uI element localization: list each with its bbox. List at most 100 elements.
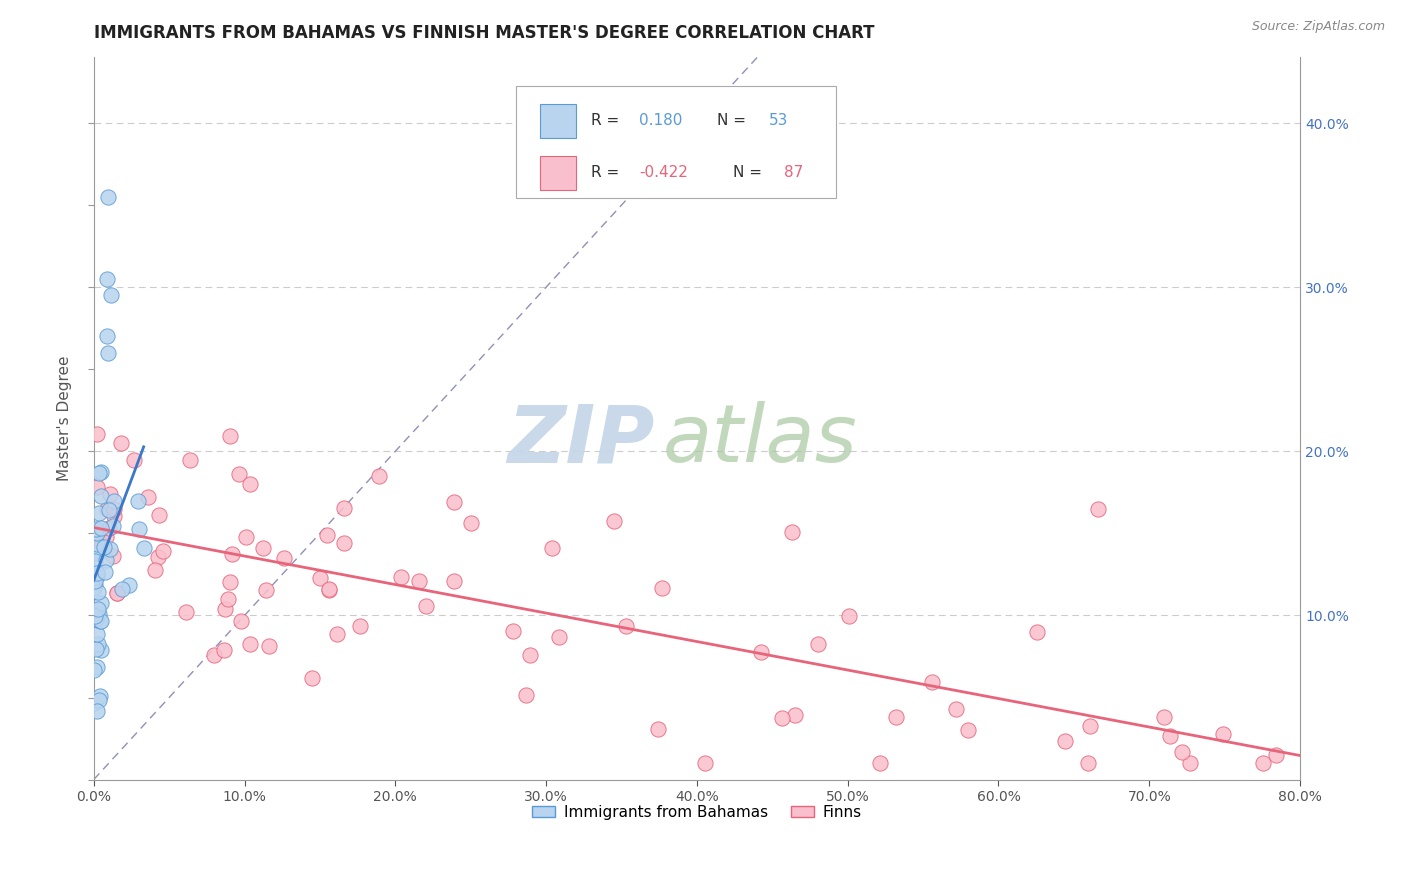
Point <box>332 501 354 516</box>
Point <box>100 288 122 302</box>
Point <box>408 574 430 589</box>
Point <box>83 581 105 595</box>
Point <box>87 637 110 651</box>
Point <box>1087 501 1109 516</box>
Point <box>86 524 108 539</box>
Point <box>90 488 112 502</box>
Point <box>884 709 907 723</box>
Point <box>869 756 891 771</box>
Point <box>239 477 262 491</box>
Point <box>90 642 112 657</box>
Point <box>89 614 111 628</box>
Text: Source: ZipAtlas.com: Source: ZipAtlas.com <box>1251 20 1385 33</box>
Point <box>770 711 793 725</box>
Text: N =: N = <box>717 113 751 128</box>
Point <box>228 467 250 481</box>
Point <box>259 639 281 653</box>
FancyBboxPatch shape <box>540 103 576 138</box>
Point <box>693 756 716 771</box>
Point <box>783 708 806 723</box>
Point <box>219 575 242 590</box>
Point <box>89 693 111 707</box>
Point <box>96 329 118 343</box>
Point <box>87 528 110 542</box>
Point <box>751 644 773 658</box>
Point <box>217 592 239 607</box>
Text: ZIP: ZIP <box>508 401 655 479</box>
Point <box>460 516 482 531</box>
Point <box>239 637 262 651</box>
Point <box>97 190 120 204</box>
Point <box>349 619 371 633</box>
Point <box>86 480 108 494</box>
Point <box>1180 756 1202 771</box>
Point <box>333 536 356 550</box>
Point <box>254 582 277 597</box>
Point <box>89 466 111 480</box>
Point <box>1078 718 1101 732</box>
Point <box>84 554 107 568</box>
Point <box>83 663 105 677</box>
Point <box>212 643 235 657</box>
Point <box>1159 729 1181 743</box>
Point <box>98 487 121 501</box>
Point <box>1251 756 1274 771</box>
Point <box>86 427 108 442</box>
Point <box>97 520 120 534</box>
Point <box>541 541 564 555</box>
Point <box>87 585 110 599</box>
Point <box>519 648 541 663</box>
Point <box>273 551 295 566</box>
Text: 87: 87 <box>783 165 803 180</box>
Point <box>103 494 125 508</box>
Point <box>132 541 155 555</box>
Point <box>90 465 112 479</box>
Point <box>83 574 105 589</box>
Point <box>103 502 125 516</box>
Point <box>547 631 569 645</box>
Point <box>105 586 128 600</box>
Point <box>252 541 274 555</box>
Point <box>127 494 149 508</box>
Point <box>86 567 108 582</box>
Point <box>90 521 112 535</box>
Point <box>146 549 169 564</box>
Point <box>318 582 340 597</box>
Point <box>202 648 225 662</box>
Point <box>647 723 669 737</box>
Point <box>87 607 110 621</box>
Y-axis label: Master's Degree: Master's Degree <box>58 356 72 482</box>
Point <box>318 583 340 598</box>
Point <box>316 528 339 542</box>
Point <box>98 542 121 557</box>
Point <box>86 627 108 641</box>
Point <box>96 501 118 516</box>
Point <box>96 530 118 544</box>
Point <box>807 637 830 651</box>
Point <box>389 570 412 584</box>
Point <box>502 624 524 639</box>
Point <box>86 659 108 673</box>
Text: R =: R = <box>591 165 624 180</box>
Point <box>86 522 108 536</box>
Point <box>94 565 117 579</box>
Text: N =: N = <box>733 165 766 180</box>
Point <box>921 674 943 689</box>
Point <box>515 688 537 702</box>
Point <box>86 537 108 551</box>
Point <box>326 627 349 641</box>
Point <box>90 596 112 610</box>
Point <box>1171 745 1194 759</box>
Point <box>105 585 128 599</box>
Text: atlas: atlas <box>664 401 858 479</box>
Legend: Immigrants from Bahamas, Finns: Immigrants from Bahamas, Finns <box>526 799 868 826</box>
Point <box>111 582 134 596</box>
Point <box>136 490 159 504</box>
Point <box>84 577 107 591</box>
Point <box>96 272 118 286</box>
Point <box>838 609 860 624</box>
Point <box>367 469 389 483</box>
Point <box>1265 747 1288 762</box>
Point <box>219 429 242 443</box>
Point <box>89 689 111 703</box>
